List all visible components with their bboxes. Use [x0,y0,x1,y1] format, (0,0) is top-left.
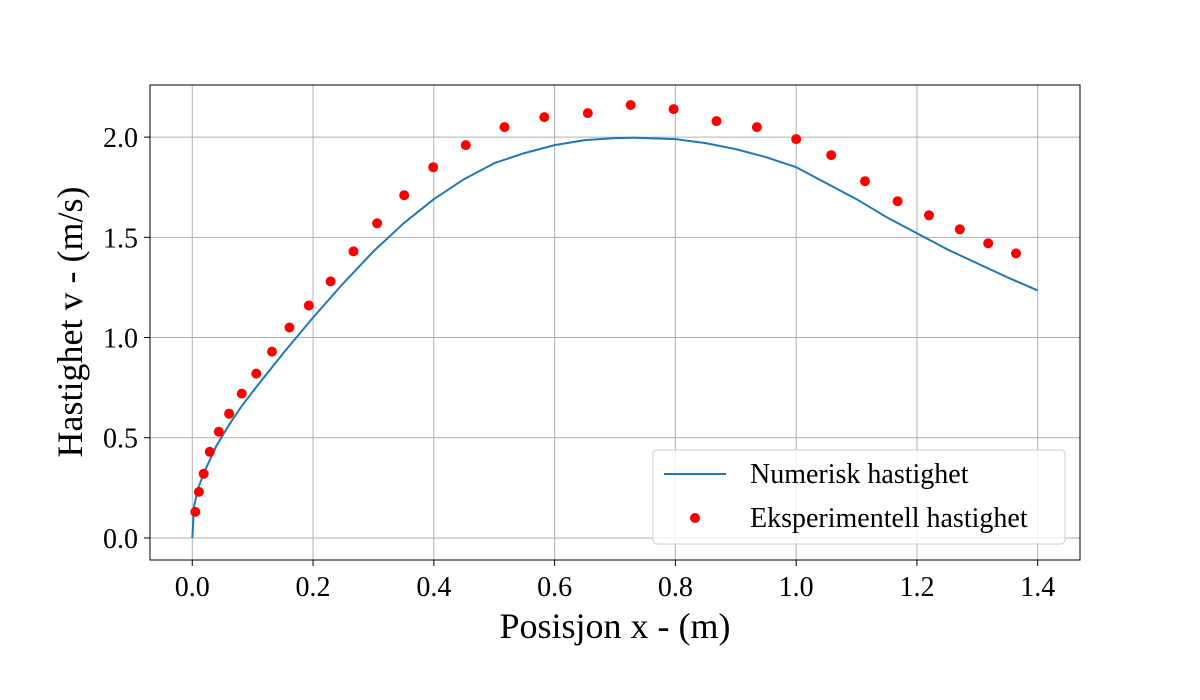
series-layer [190,100,1039,539]
eksperimentell-hastighet-point [711,116,722,127]
x-tick-label: 1.4 [1020,572,1055,603]
y-tick-label: 2.0 [103,123,138,154]
eksperimentell-hastighet-point [983,238,994,249]
x-tick-label: 0.4 [416,572,451,603]
x-tick-label: 1.2 [899,572,934,603]
eksperimentell-hastighet-point [924,210,934,221]
y-tick-label: 0.5 [103,424,138,455]
eksperimentell-hastighet-point [198,468,209,479]
eksperimentell-hastighet-point [954,224,965,235]
eksperimentell-hastighet-point [625,100,636,110]
eksperimentell-hastighet-point [860,176,870,187]
eksperimentell-hastighet-point [193,486,204,497]
eksperimentell-hastighet-point [224,408,235,419]
eksperimentell-hastighet-point [267,346,277,357]
x-axis-label: Posisjon x - (m) [499,606,730,646]
y-tick-label: 0.0 [103,524,138,555]
eksperimentell-hastighet-point [213,426,224,437]
legend: Numerisk hastighet Eksperimentell hastig… [652,449,1066,545]
eksperimentell-hastighet-point [348,246,359,257]
eksperimentell-hastighet-point [1011,248,1021,259]
eksperimentell-hastighet-point [190,506,201,517]
legend-marker-swatch [690,513,700,523]
eksperimentell-hastighet-point [668,104,679,115]
x-tick-label: 1.0 [779,572,814,603]
eksperimentell-hastighet-point [236,388,247,399]
y-tick-label: 1.0 [103,324,138,355]
x-tick-label: 0.0 [175,572,210,603]
eksperimentell-hastighet-point [251,368,262,379]
x-axis: 0.0 0.2 0.4 0.6 0.8 1.0 1.2 1.4 [175,560,1055,603]
eksperimentell-hastighet-point [582,108,593,119]
eksperimentell-hastighet-point [204,446,215,457]
plot-frame [149,84,1081,561]
eksperimentell-hastighet-point [428,162,439,173]
numerisk-hastighet-line [191,136,1039,539]
legend-label-eksperimentell: Eksperimentell hastighet [750,503,1028,534]
eksperimentell-hastighet-point [325,276,336,287]
x-tick-label: 0.2 [296,572,331,603]
y-tick-label: 1.5 [103,223,138,254]
eksperimentell-hastighet-point [284,322,295,333]
legend-label-numerisk: Numerisk hastighet [750,459,969,490]
eksperimentell-hastighet-point [303,300,314,311]
eksperimentell-hastighet-point [499,122,510,133]
x-tick-label: 0.8 [658,572,693,603]
eksperimentell-hastighet-point [539,112,550,123]
eksperimentell-hastighet-point [751,122,762,133]
eksperimentell-hastighet-point [791,134,802,145]
eksperimentell-hastighet-point [460,140,471,151]
x-tick-label: 0.6 [537,572,572,603]
eksperimentell-hastighet-point [826,150,837,161]
legend-box [652,449,1066,545]
eksperimentell-hastighet-point [399,190,410,201]
y-axis-label: Hastighet v - (m/s) [50,187,90,458]
y-axis: 0.0 0.5 1.0 1.5 2.0 [103,123,150,555]
eksperimentell-hastighet-point [372,218,383,229]
eksperimentell-hastighet-point [892,196,903,207]
